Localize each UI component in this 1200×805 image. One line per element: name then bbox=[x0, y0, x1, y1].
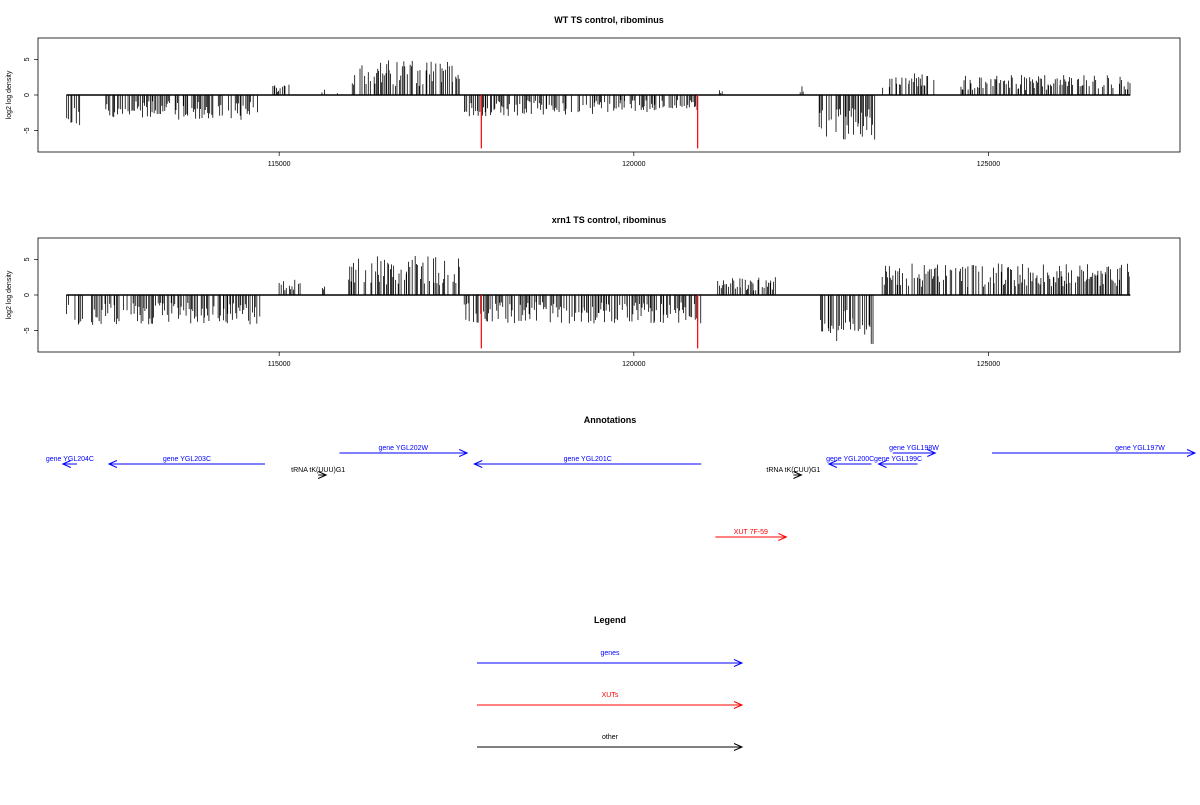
y-tick-label: 0 bbox=[24, 93, 31, 97]
annotations-title: Annotations bbox=[584, 415, 637, 425]
annotation-feature: tRNA tK(UUU)G1 bbox=[291, 467, 345, 479]
legend-label: other bbox=[602, 734, 619, 741]
feature-arrow-head bbox=[827, 460, 838, 468]
x-tick-label: 125000 bbox=[977, 161, 1000, 168]
feature-label: XUT 7F-59 bbox=[734, 529, 768, 536]
feature-label: tRNA tK(CUU)G1 bbox=[766, 467, 820, 474]
y-axis-label: log2 log density bbox=[6, 270, 13, 319]
feature-label: gene YGL204C bbox=[46, 456, 94, 463]
feature-arrow-head bbox=[778, 533, 788, 541]
legend-label: XUTs bbox=[602, 692, 619, 699]
annotation-feature: gene YGL198W bbox=[889, 445, 939, 457]
x-tick-label: 115000 bbox=[268, 361, 291, 368]
annotation-feature: gene YGL199C bbox=[874, 456, 922, 468]
feature-label: gene YGL201C bbox=[564, 456, 612, 463]
y-axis-label: log2 log density bbox=[6, 70, 13, 119]
annotations-panel: Annotations gene YGL204C gene YGL203C tRNA … bbox=[46, 415, 1197, 541]
feature-label: gene YGL199C bbox=[874, 456, 922, 463]
x-tick-label: 120000 bbox=[622, 161, 645, 168]
legend-arrow-head bbox=[733, 701, 744, 709]
annotation-feature: XUT 7F-59 bbox=[715, 529, 788, 541]
y-tick-label: 5 bbox=[24, 57, 31, 61]
panel-title: xrn1 TS control, ribominus bbox=[552, 215, 667, 225]
annotation-feature: gene YGL204C bbox=[46, 456, 94, 468]
feature-arrow-head bbox=[1186, 449, 1197, 457]
y-tick-label: 0 bbox=[24, 293, 31, 297]
annotation-feature: gene YGL197W bbox=[992, 445, 1197, 457]
legend-item: XUTs bbox=[477, 692, 744, 709]
panel-2: xrn1 TS control, ribominus log2 log densi… bbox=[6, 215, 1181, 368]
legend-label: genes bbox=[600, 650, 620, 657]
feature-arrow-head bbox=[107, 460, 118, 468]
legend-title: Legend bbox=[594, 615, 626, 625]
density-bars bbox=[66, 60, 1131, 140]
annotation-feature: gene YGL201C bbox=[472, 456, 702, 468]
annotation-feature: gene YGL200C bbox=[826, 456, 874, 468]
legend-item: other bbox=[477, 734, 744, 751]
feature-arrow-head bbox=[61, 460, 72, 468]
feature-arrow-head bbox=[472, 460, 483, 468]
legend-panel: Legend genes XUTs other bbox=[477, 615, 744, 751]
feature-label: gene YGL200C bbox=[826, 456, 874, 463]
x-tick-label: 120000 bbox=[622, 361, 645, 368]
x-tick-label: 125000 bbox=[977, 361, 1000, 368]
feature-arrow-head bbox=[793, 471, 803, 479]
y-tick-label: -5 bbox=[24, 127, 31, 133]
feature-label: gene YGL202W bbox=[378, 445, 428, 452]
y-tick-label: 5 bbox=[24, 257, 31, 261]
feature-arrow-head bbox=[927, 449, 937, 457]
feature-label: tRNA tK(UUU)G1 bbox=[291, 467, 345, 474]
feature-arrow-head bbox=[317, 471, 328, 479]
legend-arrow-head bbox=[733, 743, 744, 751]
x-tick-label: 115000 bbox=[268, 161, 291, 168]
panel-title: WT TS control, ribominus bbox=[554, 15, 664, 25]
annotation-feature: gene YGL203C bbox=[107, 456, 265, 468]
annotation-feature: gene YGL202W bbox=[339, 445, 469, 457]
feature-label: gene YGL198W bbox=[889, 445, 939, 452]
annotation-feature: tRNA tK(CUU)G1 bbox=[766, 467, 821, 479]
feature-arrow-head bbox=[877, 460, 887, 468]
legend-item: genes bbox=[477, 650, 744, 667]
density-bars bbox=[65, 255, 1130, 345]
legend-arrow-head bbox=[733, 659, 744, 667]
y-tick-label: -5 bbox=[24, 327, 31, 333]
feature-arrow-head bbox=[458, 449, 469, 457]
feature-label: gene YGL197W bbox=[1115, 445, 1165, 452]
feature-label: gene YGL203C bbox=[163, 456, 211, 463]
panel-1: WT TS control, ribominus log2 log density… bbox=[6, 15, 1181, 168]
